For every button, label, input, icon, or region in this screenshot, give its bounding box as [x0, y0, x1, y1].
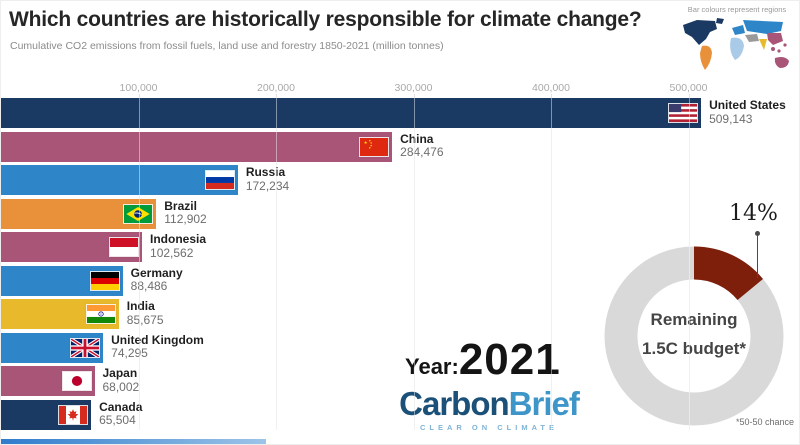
country-bar [1, 131, 393, 162]
bar-row: Russia 172,234 [1, 165, 799, 195]
callout-dot [755, 231, 760, 236]
logo-carbon: Carbon [399, 385, 509, 422]
bar-row: Japan 68,002 [1, 366, 799, 396]
logo-tagline: CLEAR ON CLIMATE [419, 423, 559, 432]
gridline [138, 94, 140, 430]
gridline [551, 94, 552, 430]
x-axis-tick-label: 100,000 [119, 82, 158, 94]
donut-percent-label: 14% [729, 201, 778, 226]
x-axis-tick-label: 400,000 [532, 82, 570, 94]
year-label: Year: [405, 354, 459, 379]
budget-donut-chart [594, 236, 794, 436]
donut-line2: 1.5C budget* [642, 338, 746, 358]
region-legend: Bar colours represent regions [677, 5, 797, 77]
bar-row: India 85,675 [1, 299, 799, 329]
country-bar [1, 198, 157, 229]
country-name-label: United Kingdom [111, 332, 204, 347]
donut-used-segment [604, 246, 784, 426]
bar-row: China 284,476 [1, 131, 799, 162]
bar-row: United Kingdom 74,295 [1, 332, 799, 363]
x-axis-tick-label: 200,000 [257, 82, 295, 94]
country-name-label: Indonesia [150, 232, 207, 246]
country-name-label: India [126, 299, 155, 313]
country-value-label: 85,675 [126, 312, 164, 327]
br-flag-icon [124, 204, 153, 223]
country-value-label: 172,234 [245, 178, 290, 193]
page-title: Which countries are historically respons… [9, 8, 642, 31]
country-name-label: Germany [130, 265, 183, 280]
page-subtitle: Cumulative CO2 emissions from fossil fue… [10, 40, 444, 52]
country-name-label: China [400, 131, 434, 146]
ru-flag-icon [205, 171, 234, 189]
x-axis-tick-label: 500,000 [669, 82, 708, 94]
country-value-label: 88,486 [130, 279, 168, 294]
bar-label-group: Canada 65,504 [99, 399, 143, 429]
country-bar [1, 165, 238, 195]
bar-label-group: United States 509,143 [709, 98, 786, 127]
jp-flag-icon [62, 372, 91, 390]
id-flag-icon [110, 238, 139, 256]
year-value: 2021 [458, 335, 561, 384]
ca-flag-icon [59, 405, 88, 424]
map-caption: Bar colours represent regions [687, 5, 787, 14]
bar-label-group: Japan 68,002 [102, 366, 140, 395]
donut-center-label: Remaining 1.5C budget* [594, 306, 794, 364]
gridline [413, 94, 415, 430]
us-flag-icon [669, 104, 698, 122]
bar-label-group: Indonesia 102,562 [150, 232, 207, 261]
callout-line [757, 234, 758, 278]
bar-row: United States 509,143 [1, 98, 799, 128]
bar-label-group: China 284,476 [400, 131, 444, 161]
in-flag-icon [86, 305, 115, 323]
country-bar [1, 98, 702, 128]
bar-label-group: India 85,675 [126, 299, 164, 328]
gridline-overlay [138, 98, 140, 430]
gb-flag-icon [71, 338, 100, 357]
x-axis-tick-label: 300,000 [394, 82, 433, 94]
country-bar [1, 366, 95, 396]
gridline-overlay [551, 98, 552, 430]
country-value-label: 102,562 [150, 245, 194, 260]
country-name-label: Japan [102, 366, 138, 380]
gridline [276, 94, 277, 430]
country-bar [1, 265, 123, 296]
bar-label-group: Brazil 112,902 [164, 198, 207, 228]
cn-flag-icon [360, 137, 389, 156]
bar-row: Indonesia 102,562 [1, 232, 799, 262]
bar-chart: United States 509,143 China 284,476 Russia 17… [1, 94, 799, 433]
bar-row: Germany 88,486 [1, 265, 799, 296]
bar-row: Canada 65,504 [1, 399, 799, 430]
country-name-label: Brazil [164, 198, 197, 213]
country-value-label: 509,143 [709, 111, 753, 126]
logo-brief: Brief [508, 385, 580, 422]
carbonbrief-logo: CarbonBrief CLEAR ON CLIMATE [399, 385, 580, 432]
bar-label-group: United Kingdom 74,295 [111, 332, 204, 362]
country-name-label: Russia [245, 165, 286, 179]
donut-footnote: *50-50 chance [735, 417, 794, 427]
x-axis: 100,000 200,000 300,000 400,000 500,000 [1, 82, 799, 96]
donut-line1: Remaining [650, 310, 738, 329]
gridline-overlay [413, 98, 415, 430]
country-value-label: 284,476 [400, 145, 444, 160]
video-progress-bar[interactable] [1, 439, 266, 444]
country-value-label: 112,902 [164, 212, 207, 227]
country-name-label: Canada [99, 399, 143, 414]
bar-label-group: Germany 88,486 [130, 265, 183, 295]
country-name-label: United States [709, 98, 786, 112]
gridline-overlay [688, 98, 690, 430]
bar-label-group: Russia 172,234 [245, 165, 290, 194]
country-bar [1, 299, 119, 329]
country-value-label: 65,504 [99, 413, 136, 428]
country-bar [1, 332, 104, 363]
country-bar [1, 232, 143, 262]
country-value-label: 68,002 [102, 379, 140, 394]
gridline-overlay [276, 98, 277, 430]
country-value-label: 74,295 [111, 346, 148, 361]
de-flag-icon [90, 271, 119, 290]
world-map-regions-icon [683, 18, 789, 70]
country-bar [1, 399, 92, 430]
bar-row: Brazil 112,902 [1, 198, 799, 229]
year-counter: Year:2021 [405, 335, 561, 385]
